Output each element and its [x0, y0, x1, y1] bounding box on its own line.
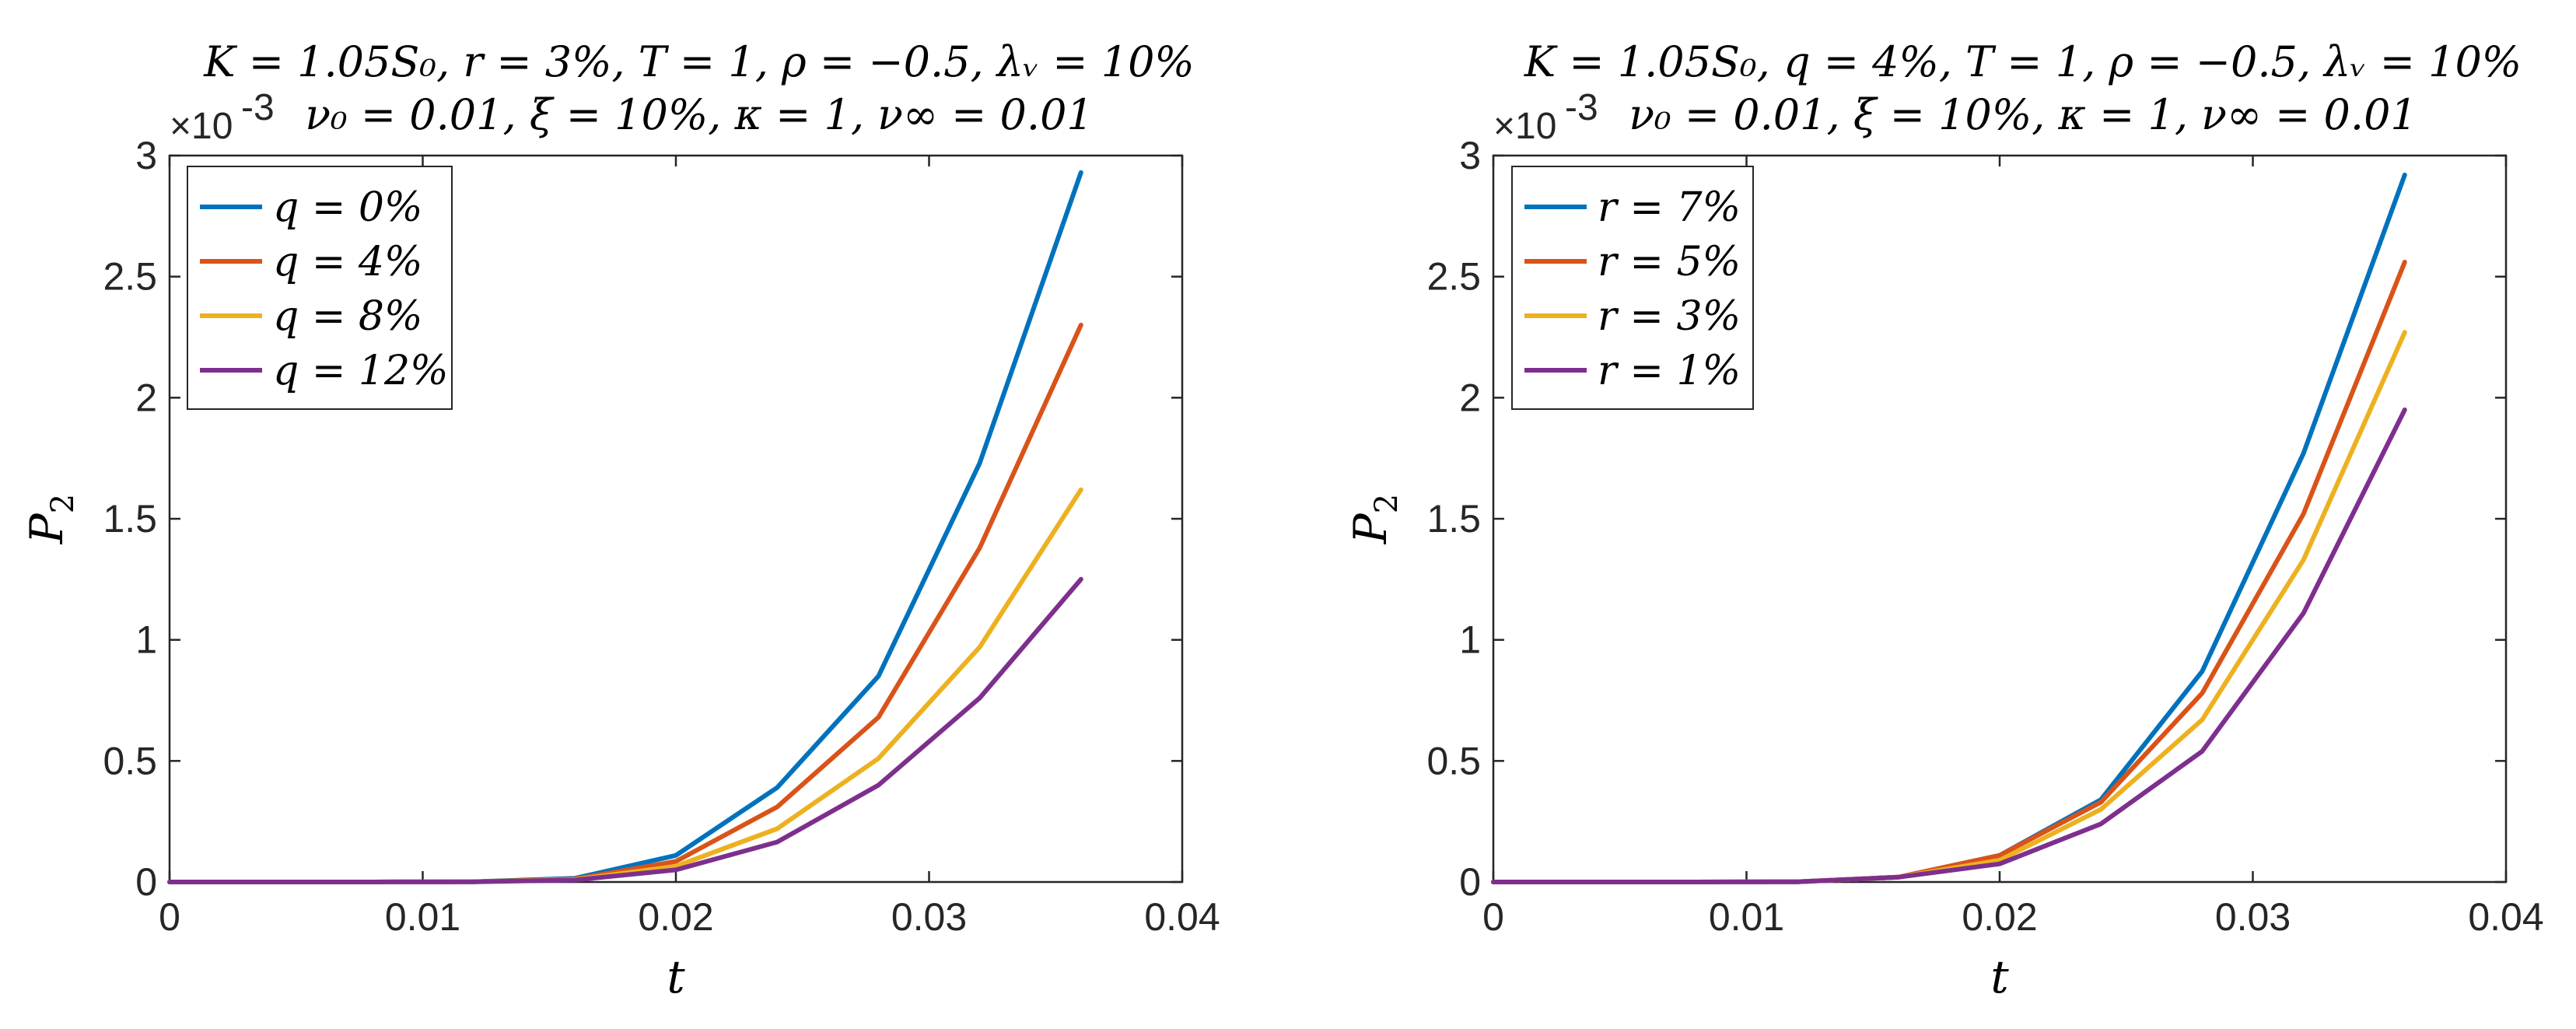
exponent-power: -3	[1565, 87, 1598, 128]
chart-panel-2: 0 0.01 0.02 0.03 0.04 0 0.5 1 1.5 2 2.5 3 ×10 -3K = 1…	[1344, 37, 2544, 1003]
exponent-label: ×10	[1493, 106, 1556, 147]
y-axis-label: P2	[1344, 494, 1405, 544]
chart-title-line-2: ν₀ = 0.01, ξ = 10%, κ = 1, ν∞ = 0.01	[1629, 90, 2417, 139]
x-tick-label: 0.03	[891, 895, 967, 939]
y-tick-label: 0.5	[1426, 739, 1481, 782]
chart-title-line-1: K = 1.05S₀, r = 3%, T = 1, ρ = −0.5, λᵥ …	[203, 37, 1195, 86]
y-tick-label: 1.5	[103, 497, 157, 541]
y-tick-label: 2.5	[103, 255, 157, 299]
y-tick-label: 1	[1459, 618, 1481, 662]
legend-entry-2: r = 5%	[1598, 239, 1741, 285]
series-line-4	[1491, 407, 2407, 884]
x-tick-label: 0	[159, 895, 180, 939]
x-axis-label: t	[1990, 950, 2009, 1003]
x-tick-label: 0	[1482, 895, 1504, 939]
x-tick-label: 0.01	[1709, 895, 1784, 939]
y-tick-label: 3	[1459, 134, 1481, 177]
y-tick-label: 2.5	[1426, 255, 1481, 299]
y-tick-label: 2	[135, 376, 157, 419]
legend-entry-3: r = 3%	[1598, 293, 1741, 340]
y-tick-label: 1.5	[1426, 497, 1481, 541]
y-tick-label: 2	[1459, 376, 1481, 419]
legend-entry-4: q = 12%	[273, 348, 449, 394]
x-axis-label: t	[667, 950, 685, 1003]
legend: r = 7% r = 5% r = 3% r = 1%	[1511, 166, 1754, 410]
x-tick-label: 0.04	[1144, 895, 1220, 939]
exponent-power: -3	[241, 87, 275, 128]
y-tick-label: 0	[1459, 860, 1481, 904]
x-tick-label: 0.03	[2215, 895, 2291, 939]
chart-panel-1: 0 0.01 0.02 0.03 0.04 0 0.5 1 1.5 2 2.5 3 ×10 -3K = 1…	[20, 37, 1220, 1003]
legend-entry-3: q = 8%	[273, 293, 422, 340]
y-tick-label: 3	[135, 134, 157, 177]
chart-title-line-1: K = 1.05S₀, q = 4%, T = 1, ρ = −0.5, λᵥ …	[1524, 37, 2522, 86]
legend-entry-2: q = 4%	[273, 239, 422, 285]
exponent-label: ×10	[170, 106, 233, 147]
y-tick-label: 1	[135, 618, 157, 662]
legend-entry-1: r = 7%	[1598, 184, 1741, 231]
series-line-4	[167, 576, 1083, 884]
x-tick-label: 0.01	[385, 895, 460, 939]
legend-entry-1: q = 0%	[273, 184, 422, 231]
x-tick-label: 0.02	[638, 895, 713, 939]
y-tick-label: 0.5	[103, 739, 157, 782]
legend: q = 0% q = 4% q = 8% q = 12%	[187, 166, 453, 410]
chart-title-line-2: ν₀ = 0.01, ξ = 10%, κ = 1, ν∞ = 0.01	[305, 90, 1094, 139]
y-axis-label: P2	[20, 494, 81, 544]
legend-entry-4: r = 1%	[1598, 348, 1741, 394]
x-tick-label: 0.02	[1962, 895, 2037, 939]
x-tick-label: 0.04	[2468, 895, 2543, 939]
y-tick-label: 0	[135, 860, 157, 904]
